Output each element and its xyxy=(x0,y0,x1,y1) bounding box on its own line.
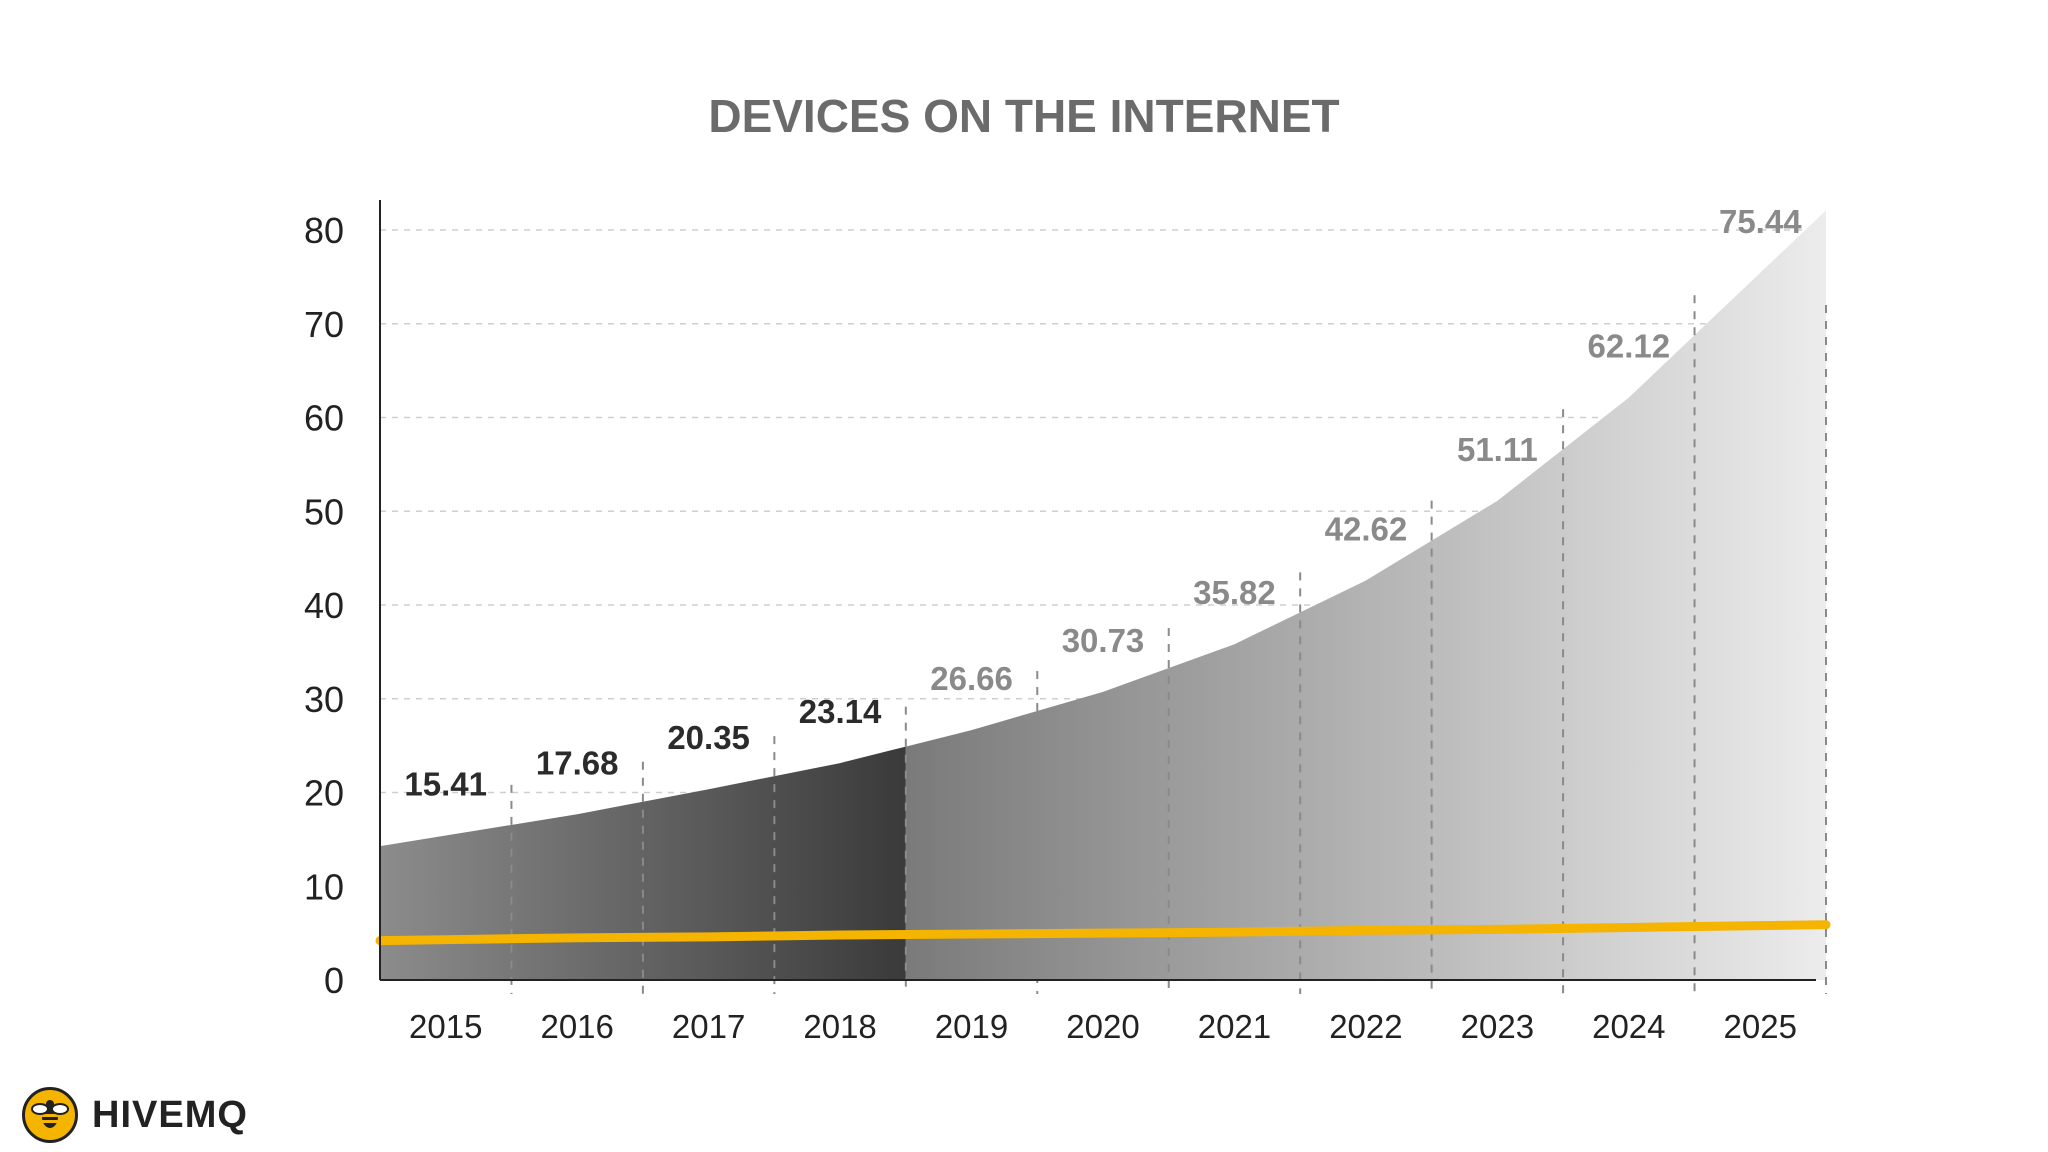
y-tick-label: 50 xyxy=(304,491,344,532)
data-label: 23.14 xyxy=(799,693,882,730)
data-label: 51.11 xyxy=(1457,431,1538,468)
x-tick-label: 2019 xyxy=(935,1008,1008,1045)
y-tick-label: 80 xyxy=(304,210,344,251)
x-tick-label: 2015 xyxy=(409,1008,482,1045)
chart-title: DEVICES ON THE INTERNET xyxy=(708,90,1339,142)
x-tick-label: 2021 xyxy=(1198,1008,1271,1045)
x-tick-labels: 2015 2016 2017 2018 2019 2020 2021 2022 2023 2024… xyxy=(409,1008,1797,1045)
data-label: 17.68 xyxy=(536,744,619,781)
bee-icon xyxy=(22,1087,78,1143)
y-tick-label: 10 xyxy=(304,866,344,907)
area-series xyxy=(380,210,1826,980)
axes xyxy=(379,200,1816,981)
data-label: 30.73 xyxy=(1062,622,1145,659)
data-label: 75.44 xyxy=(1719,203,1802,240)
y-tick-label: 60 xyxy=(304,398,344,439)
y-tick-label: 0 xyxy=(324,960,344,1001)
y-tick-label: 20 xyxy=(304,773,344,814)
baseline-line xyxy=(375,920,1831,946)
x-tick-label: 2025 xyxy=(1724,1008,1797,1045)
data-labels: 15.41 17.68 20.35 23.14 26.66 30.73 35.82 42.62… xyxy=(404,203,1802,803)
x-tick-label: 2022 xyxy=(1329,1008,1402,1045)
x-tick-label: 2024 xyxy=(1592,1008,1665,1045)
x-tick-label: 2016 xyxy=(540,1008,613,1045)
data-label: 15.41 xyxy=(404,766,487,803)
x-tick-label: 2020 xyxy=(1066,1008,1139,1045)
data-label: 20.35 xyxy=(667,719,750,756)
area-forecast xyxy=(905,210,1826,980)
y-tick-label: 70 xyxy=(304,304,344,345)
data-label: 26.66 xyxy=(930,660,1013,697)
y-tick-label: 30 xyxy=(304,679,344,720)
data-label: 42.62 xyxy=(1325,510,1408,547)
y-tick-label: 40 xyxy=(304,585,344,626)
data-label: 35.82 xyxy=(1193,574,1276,611)
y-tick-labels: 0 10 20 30 40 50 60 70 80 xyxy=(304,210,344,1001)
x-tick-label: 2017 xyxy=(672,1008,745,1045)
data-label: 62.12 xyxy=(1588,328,1671,365)
x-tick-label: 2018 xyxy=(803,1008,876,1045)
logo-text: HIVEMQ xyxy=(92,1093,248,1136)
x-tick-label: 2023 xyxy=(1461,1008,1534,1045)
baseline-series xyxy=(375,920,1831,946)
hivemq-logo: HIVEMQ xyxy=(22,1085,248,1145)
